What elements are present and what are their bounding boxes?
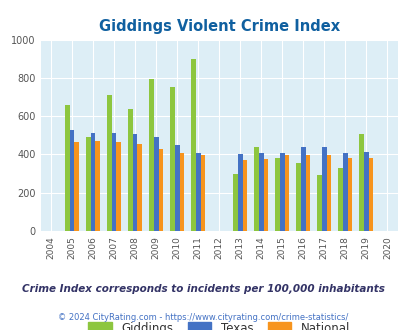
Bar [158,149,163,231]
Bar [111,133,116,231]
Bar [233,174,237,231]
Bar [70,130,74,231]
Bar [363,151,368,231]
Bar [74,142,79,231]
Bar [358,134,363,231]
Bar [342,152,347,231]
Bar [317,176,321,231]
Bar [107,95,111,231]
Bar [296,163,300,231]
Bar [116,142,121,231]
Bar [179,153,184,231]
Legend: Giddings, Texas, National: Giddings, Texas, National [83,317,354,330]
Bar [254,147,258,231]
Bar [242,160,247,231]
Bar [191,59,196,231]
Bar [196,153,200,231]
Bar [368,158,372,231]
Bar [305,155,309,231]
Bar [279,152,284,231]
Bar [326,155,330,231]
Bar [200,155,205,231]
Bar [237,154,242,231]
Text: Crime Index corresponds to incidents per 100,000 inhabitants: Crime Index corresponds to incidents per… [21,284,384,294]
Bar [321,147,326,231]
Bar [132,134,137,231]
Title: Giddings Violent Crime Index: Giddings Violent Crime Index [98,19,339,34]
Bar [275,158,279,231]
Bar [95,141,100,231]
Bar [153,137,158,231]
Bar [170,87,175,231]
Bar [65,105,70,231]
Bar [149,79,153,231]
Bar [300,147,305,231]
Bar [128,110,132,231]
Text: © 2024 CityRating.com - https://www.cityrating.com/crime-statistics/: © 2024 CityRating.com - https://www.city… [58,313,347,322]
Bar [284,155,288,231]
Bar [258,153,263,231]
Bar [175,145,179,231]
Bar [338,168,342,231]
Bar [347,158,352,231]
Bar [86,137,91,231]
Bar [91,133,95,231]
Bar [137,144,142,231]
Bar [263,159,268,231]
